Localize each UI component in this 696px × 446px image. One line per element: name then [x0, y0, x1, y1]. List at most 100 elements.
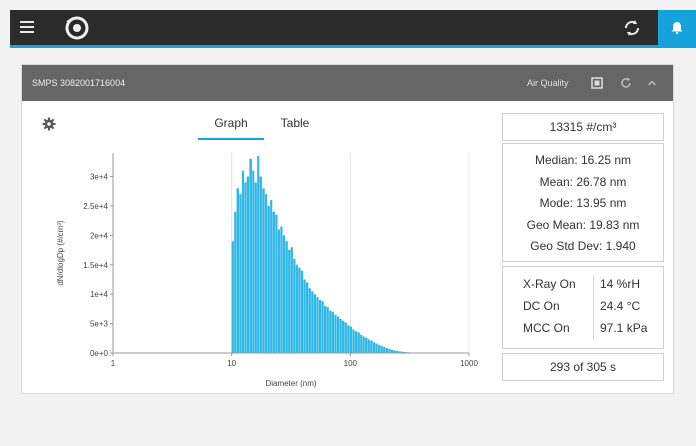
histogram-bar: [362, 336, 365, 353]
histogram-bar: [239, 194, 242, 353]
card-title: SMPS 3082001716004: [32, 78, 126, 88]
card-header: SMPS 3082001716004 Air Quality: [22, 65, 673, 101]
histogram-bar: [326, 307, 329, 353]
histogram-bar: [282, 235, 286, 353]
histogram-bar: [383, 347, 386, 353]
histogram-bar: [246, 176, 250, 353]
histogram-bar: [293, 258, 296, 353]
histogram-bar: [244, 182, 247, 353]
x-tick-label: 10: [227, 359, 236, 368]
x-tick-label: 100: [344, 359, 358, 368]
env-row-xray: X-Ray On 14 %rH: [503, 273, 663, 295]
histogram-bar: [277, 229, 281, 353]
y-tick-label: 0e+0: [90, 349, 109, 358]
instrument-card: SMPS 3082001716004 Air Quality Graph Tab…: [21, 64, 674, 394]
histogram-bar: [354, 331, 358, 353]
env-label: DC On: [523, 299, 560, 313]
histogram-bar: [388, 348, 391, 353]
env-divider: [593, 275, 594, 340]
histogram-bar: [231, 241, 234, 353]
histogram-bar: [262, 188, 265, 353]
histogram-bar: [234, 211, 237, 353]
hamburger-menu-icon[interactable]: [20, 21, 34, 33]
size-distribution-chart: 0e+0 5e+3 1e+4 1.5e+4 2e+4 2.5e+4 3e+4 1 10 100 10…: [56, 153, 478, 388]
histogram-bar: [241, 170, 245, 353]
tab-table[interactable]: Table: [280, 116, 310, 130]
histogram-bar: [344, 322, 347, 353]
stat-geo-std-dev: Geo Std Dev: 1.940: [530, 239, 636, 253]
bell-alert-icon: [671, 22, 683, 34]
histogram-bar: [252, 170, 255, 353]
y-tick-label: 2.5e+4: [83, 202, 108, 211]
y-axis-label: dN/dlogDp (#/cm³): [56, 220, 65, 286]
histogram-bar: [331, 311, 335, 353]
env-label: MCC On: [523, 321, 570, 335]
x-tick-label: 1: [111, 359, 116, 368]
chevron-up-icon[interactable]: [645, 76, 659, 90]
histogram-bar: [236, 188, 240, 353]
gear-icon[interactable]: [42, 117, 56, 131]
histogram-bar: [280, 226, 283, 353]
histogram-bar: [285, 241, 288, 353]
tsi-logo-icon: [65, 16, 89, 40]
histogram-bar: [275, 214, 278, 353]
histogram-bar: [298, 267, 301, 353]
air-quality-button[interactable]: Air Quality: [527, 78, 569, 88]
histogram-bar: [393, 350, 396, 353]
histogram-bar: [336, 316, 340, 353]
histogram-bar: [342, 320, 345, 353]
y-tick-label: 5e+3: [90, 320, 109, 329]
sync-icon[interactable]: [620, 16, 644, 40]
histogram-bar: [321, 301, 324, 353]
y-tick-label: 1e+4: [90, 290, 109, 299]
histogram-bar: [313, 294, 317, 353]
histogram-bar: [385, 348, 389, 353]
histogram-bar: [347, 325, 350, 353]
stat-mode: Mode: 13.95 nm: [539, 196, 627, 210]
histogram-bar: [365, 337, 368, 353]
y-tick-label: 1.5e+4: [83, 261, 108, 270]
histogram-bar: [257, 155, 260, 353]
stat-median: Median: 16.25 nm: [534, 153, 632, 167]
histogram-bar: [300, 270, 304, 353]
y-tick-label: 3e+4: [90, 173, 109, 182]
refresh-icon[interactable]: [619, 76, 633, 90]
y-tick-label: 2e+4: [90, 231, 109, 240]
histogram-bar: [357, 332, 360, 353]
alert-button[interactable]: [658, 10, 696, 48]
histogram-bar: [324, 305, 327, 353]
environment-panel: X-Ray On 14 %rH DC On 24.4 °C MCC On 97.…: [502, 266, 664, 349]
histogram-bar: [316, 297, 319, 353]
histogram-bar: [401, 351, 404, 353]
histogram-bar: [375, 343, 378, 353]
histogram-bar: [318, 300, 322, 353]
histogram-bar: [272, 211, 275, 353]
histogram-bar: [254, 182, 257, 353]
env-row-mcc: MCC On 97.1 kPa: [503, 317, 663, 339]
histogram-bar: [380, 345, 383, 353]
window-icon[interactable]: [590, 76, 604, 90]
histogram-bar: [396, 350, 399, 353]
histogram-bar: [334, 314, 337, 353]
histogram-bar: [259, 176, 262, 353]
tab-graph[interactable]: Graph: [198, 116, 264, 140]
histogram-bar: [265, 194, 268, 353]
stat-geo-mean: Geo Mean: 19.83 nm: [526, 217, 640, 232]
histogram-bar: [390, 349, 394, 353]
histogram-bar: [270, 200, 273, 353]
histogram-bar: [367, 339, 370, 353]
histogram-bar: [370, 340, 373, 353]
histogram-bar: [377, 344, 381, 353]
top-bar: [10, 10, 696, 48]
histogram-bar: [290, 247, 293, 353]
histogram-bar: [288, 250, 291, 353]
env-value: 97.1 kPa: [600, 321, 648, 335]
histogram-bar: [249, 158, 252, 353]
histogram-bar: [339, 318, 342, 353]
stat-mean: Mean: 26.78 nm: [539, 174, 627, 189]
histogram-bar: [349, 326, 353, 353]
histogram-bar: [352, 329, 355, 353]
histogram-bar: [308, 288, 311, 353]
histogram-bar: [398, 351, 401, 353]
histogram-bar: [372, 342, 376, 353]
